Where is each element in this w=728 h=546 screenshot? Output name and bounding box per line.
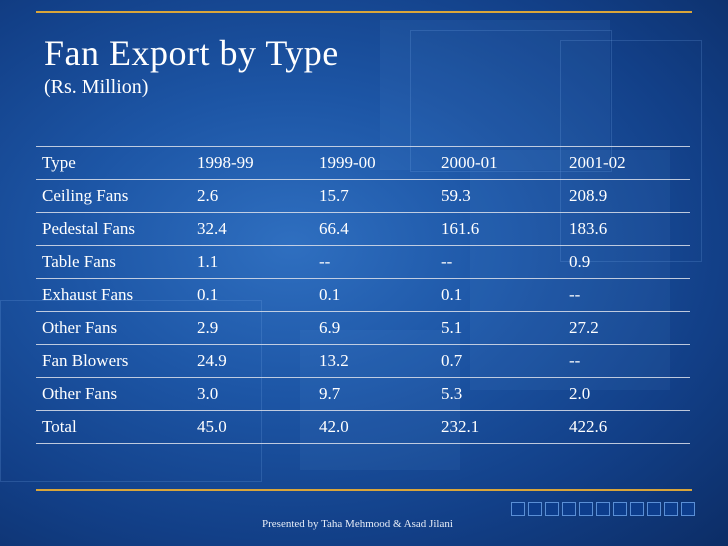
table-cell: Fan Blowers bbox=[36, 344, 191, 378]
table-cell: 0.1 bbox=[435, 278, 563, 312]
slide-title: Fan Export by Type bbox=[44, 33, 339, 73]
table-cell: 59.3 bbox=[435, 179, 563, 213]
decorative-square bbox=[545, 502, 559, 516]
table-cell: Exhaust Fans bbox=[36, 278, 191, 312]
table-cell: 5.3 bbox=[435, 377, 563, 411]
background-panel bbox=[380, 20, 610, 170]
table-cell: 2.0 bbox=[563, 377, 690, 411]
decorative-square bbox=[511, 502, 525, 516]
table-cell: Pedestal Fans bbox=[36, 212, 191, 246]
table-cell: 45.0 bbox=[191, 410, 313, 444]
slide-subtitle: (Rs. Million) bbox=[44, 76, 149, 98]
header-cell: Type bbox=[36, 146, 191, 180]
table-cell: 66.4 bbox=[313, 212, 435, 246]
table-row: Other Fans 2.9 6.9 5.1 27.2 bbox=[36, 311, 690, 345]
top-accent-line bbox=[36, 11, 692, 13]
decorative-square bbox=[681, 502, 695, 516]
table-cell: 208.9 bbox=[563, 179, 690, 213]
table-cell: 1.1 bbox=[191, 245, 313, 279]
table-cell: -- bbox=[435, 245, 563, 279]
table-cell: 422.6 bbox=[563, 410, 690, 444]
table-cell: 13.2 bbox=[313, 344, 435, 378]
header-cell: 2001-02 bbox=[563, 146, 690, 180]
table-cell: 183.6 bbox=[563, 212, 690, 246]
fan-export-table: Type 1998-99 1999-00 2000-01 2001-02 Cei… bbox=[36, 146, 690, 444]
table-cell: Other Fans bbox=[36, 377, 191, 411]
decorative-square bbox=[613, 502, 627, 516]
header-cell: 1999-00 bbox=[313, 146, 435, 180]
table-cell: 9.7 bbox=[313, 377, 435, 411]
presenter-credit: Presented by Taha Mehmood & Asad Jilani bbox=[262, 518, 453, 530]
table-cell: -- bbox=[563, 344, 690, 378]
table-body: Type 1998-99 1999-00 2000-01 2001-02 Cei… bbox=[36, 146, 690, 444]
table-cell: -- bbox=[563, 278, 690, 312]
table-cell: 42.0 bbox=[313, 410, 435, 444]
table-cell: -- bbox=[313, 245, 435, 279]
decorative-square bbox=[664, 502, 678, 516]
table-total-row: Total 45.0 42.0 232.1 422.6 bbox=[36, 410, 690, 444]
table-row: Ceiling Fans 2.6 15.7 59.3 208.9 bbox=[36, 179, 690, 213]
decorative-square bbox=[528, 502, 542, 516]
header-cell: 2000-01 bbox=[435, 146, 563, 180]
table-cell: 232.1 bbox=[435, 410, 563, 444]
table-row: Pedestal Fans 32.4 66.4 161.6 183.6 bbox=[36, 212, 690, 246]
table-cell: 0.1 bbox=[191, 278, 313, 312]
table-cell: 0.9 bbox=[563, 245, 690, 279]
table-row: Table Fans 1.1 -- -- 0.9 bbox=[36, 245, 690, 279]
table-cell: 0.1 bbox=[313, 278, 435, 312]
table-cell: 3.0 bbox=[191, 377, 313, 411]
table-cell: 32.4 bbox=[191, 212, 313, 246]
decorative-square-strip bbox=[511, 502, 695, 516]
decorative-square bbox=[630, 502, 644, 516]
table-cell: Total bbox=[36, 410, 191, 444]
table-cell: Other Fans bbox=[36, 311, 191, 345]
decorative-square bbox=[579, 502, 593, 516]
table-cell: Ceiling Fans bbox=[36, 179, 191, 213]
table-cell: 24.9 bbox=[191, 344, 313, 378]
table-cell: 161.6 bbox=[435, 212, 563, 246]
table-row: Fan Blowers 24.9 13.2 0.7 -- bbox=[36, 344, 690, 378]
decorative-square bbox=[562, 502, 576, 516]
bottom-accent-line bbox=[36, 489, 692, 491]
decorative-square bbox=[596, 502, 610, 516]
table-cell: 2.6 bbox=[191, 179, 313, 213]
header-cell: 1998-99 bbox=[191, 146, 313, 180]
decorative-square bbox=[647, 502, 661, 516]
table-row: Other Fans 3.0 9.7 5.3 2.0 bbox=[36, 377, 690, 411]
table-header-row: Type 1998-99 1999-00 2000-01 2001-02 bbox=[36, 146, 690, 180]
table-cell: 0.7 bbox=[435, 344, 563, 378]
table-cell: 15.7 bbox=[313, 179, 435, 213]
table-cell: 5.1 bbox=[435, 311, 563, 345]
table-cell: 2.9 bbox=[191, 311, 313, 345]
table-row: Exhaust Fans 0.1 0.1 0.1 -- bbox=[36, 278, 690, 312]
table-cell: 27.2 bbox=[563, 311, 690, 345]
table-cell: Table Fans bbox=[36, 245, 191, 279]
table-cell: 6.9 bbox=[313, 311, 435, 345]
